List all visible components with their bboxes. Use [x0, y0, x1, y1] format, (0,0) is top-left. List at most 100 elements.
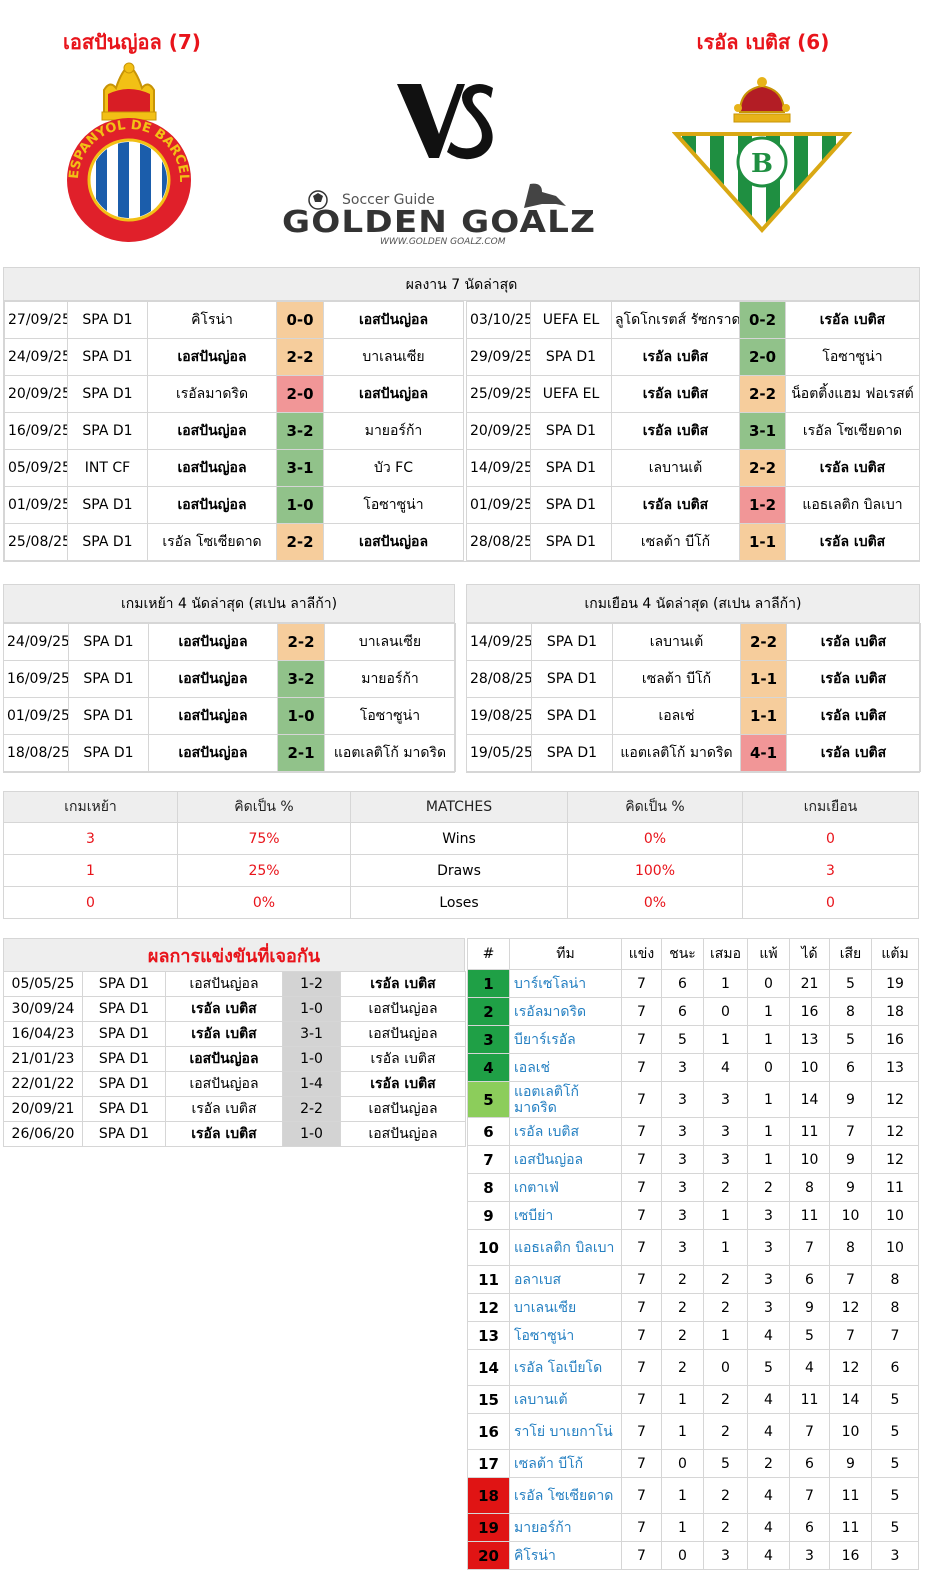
standings-team-link[interactable]: คิโรน่า	[509, 1541, 622, 1570]
away-team[interactable]: เรอัล เบติส	[340, 1071, 466, 1097]
home-team[interactable]: เอสปันญ่อล	[147, 486, 277, 524]
home-team[interactable]: เอสปันญ่อล	[148, 660, 278, 698]
away-team[interactable]: เอสปันญ่อล	[340, 1096, 466, 1122]
stats-header-home-pct: คิดเป็น %	[177, 791, 351, 823]
standings-team-link[interactable]: บาเลนเซีย	[509, 1293, 622, 1322]
standings-drawn: 2	[703, 1293, 748, 1322]
away-team[interactable]: บาเลนเซีย	[323, 338, 464, 376]
away-team[interactable]: เอสปันญ่อล	[323, 301, 464, 339]
match-row: 03/10/25 UEFA EL ลูโดโกเรตส์ รัซกราด 0-2 เรอ…	[466, 301, 920, 339]
home-team[interactable]: คิโรน่า	[147, 301, 277, 339]
home-team[interactable]: เลบานเต้	[612, 623, 741, 661]
home-team[interactable]: เซลต้า บีโก้	[611, 523, 740, 561]
standings-row: 5 แอตเลติโก้ มาดริด 7 3 3 1 14 9 12	[467, 1081, 919, 1118]
standings-points: 8	[871, 1265, 919, 1294]
away-team[interactable]: เอสปันญ่อล	[323, 523, 464, 561]
away-team[interactable]: เรอัล เบติส	[786, 734, 921, 772]
home-team[interactable]: เอสปันญ่อล	[165, 1046, 283, 1072]
away-team[interactable]: แอธเลติก บิลเบา	[785, 486, 920, 524]
home-team[interactable]: เอสปันญ่อล	[147, 338, 277, 376]
standings-header-team: ทีม	[509, 938, 622, 970]
standings-team-link[interactable]: เอสปันญ่อล	[509, 1145, 622, 1174]
away-team[interactable]: เรอัล เบติส	[785, 449, 920, 487]
away-team[interactable]: เรอัล เบติส	[340, 971, 466, 997]
away-team[interactable]: เอสปันญ่อล	[340, 996, 466, 1022]
match-date: 26/06/20	[3, 1121, 83, 1147]
standings-team-link[interactable]: แอตเลติโก้ มาดริด	[509, 1081, 622, 1118]
match-score: 0-2	[739, 301, 786, 339]
standings-team-link[interactable]: โอซาซูน่า	[509, 1321, 622, 1350]
home-team[interactable]: เอลเช่	[612, 697, 741, 735]
home-team[interactable]: เรอัล เบติส	[165, 1096, 283, 1122]
away-team[interactable]: น็อตติ้งแฮม ฟอเรสต์	[785, 375, 920, 413]
standings-goals-against: 6	[829, 1053, 872, 1082]
standings-rank: 18	[467, 1477, 510, 1514]
standings-team-link[interactable]: ราโย่ บาเยกาโน่	[509, 1413, 622, 1450]
away-team[interactable]: เรอัล เบติส	[786, 697, 921, 735]
match-row: 18/08/25 SPA D1 เอสปันญ่อล 2-1 แอตเลติโก้ มา…	[3, 734, 456, 772]
match-competition: SPA D1	[82, 1121, 166, 1147]
standings-team-link[interactable]: เซลต้า บีโก้	[509, 1449, 622, 1478]
home-team[interactable]: เรอัล เบติส	[611, 486, 740, 524]
away-team[interactable]: โอซาซูน่า	[323, 486, 464, 524]
away-team[interactable]: เรอัล เบติส	[785, 523, 920, 561]
home-team[interactable]: เอสปันญ่อล	[165, 1071, 283, 1097]
standings-team-link[interactable]: เรอัลมาดริด	[509, 997, 622, 1026]
away-team[interactable]: เรอัล โซเซียดาด	[785, 412, 920, 450]
standings-team-link[interactable]: เซบีย่า	[509, 1201, 622, 1230]
standings-team-link[interactable]: เลบานเต้	[509, 1385, 622, 1414]
home-team[interactable]: เซลต้า บีโก้	[612, 660, 741, 698]
home-team[interactable]: เรอัล เบติส	[611, 338, 740, 376]
home-team[interactable]: ลูโดโกเรตส์ รัซกราด	[611, 301, 740, 339]
away-team[interactable]: มายอร์ก้า	[324, 660, 456, 698]
away-team[interactable]: บัว FC	[323, 449, 464, 487]
standings-goals-against: 5	[829, 969, 872, 998]
standings-rank: 7	[467, 1145, 510, 1174]
standings-team-link[interactable]: บียาร์เรอัล	[509, 1025, 622, 1054]
standings-team-link[interactable]: มายอร์ก้า	[509, 1513, 622, 1542]
standings-rank: 13	[467, 1321, 510, 1350]
away-team[interactable]: บาเลนเซีย	[324, 623, 456, 661]
away-team[interactable]: เรอัล เบติส	[340, 1046, 466, 1072]
away-team[interactable]: โอซาซูน่า	[785, 338, 920, 376]
away-team[interactable]: แอตเลติโก้ มาดริด	[324, 734, 456, 772]
standings-won: 3	[661, 1117, 704, 1146]
home-team[interactable]: เรอัล เบติส	[611, 375, 740, 413]
standings-won: 3	[661, 1201, 704, 1230]
home-team[interactable]: เอสปันญ่อล	[148, 734, 278, 772]
home-team[interactable]: เรอัล โซเซียดาด	[147, 523, 277, 561]
standings-team-link[interactable]: บาร์เซโลน่า	[509, 969, 622, 998]
standings-points: 5	[871, 1449, 919, 1478]
standings-team-link[interactable]: เรอัล เบติส	[509, 1117, 622, 1146]
home-team[interactable]: เรอัล เบติส	[165, 1121, 283, 1147]
home-team[interactable]: เอสปันญ่อล	[147, 412, 277, 450]
match-competition: INT CF	[67, 449, 148, 487]
away-team[interactable]: เรอัล เบติส	[786, 623, 921, 661]
standings-team-link[interactable]: เรอัล โอเบียโด	[509, 1349, 622, 1386]
away-team[interactable]: เอสปันญ่อล	[340, 1121, 466, 1147]
match-competition: SPA D1	[82, 1096, 166, 1122]
home-team[interactable]: เอสปันญ่อล	[148, 623, 278, 661]
away-team[interactable]: เรอัล เบติส	[785, 301, 920, 339]
standings-team-link[interactable]: เอลเช่	[509, 1053, 622, 1082]
away-team[interactable]: เรอัล เบติส	[786, 660, 921, 698]
home-team[interactable]: แอตเลติโก้ มาดริด	[612, 734, 741, 772]
home-team[interactable]: เรอัล เบติส	[165, 996, 283, 1022]
standings-team-link[interactable]: เรอัล โซเซียดาด	[509, 1477, 622, 1514]
home-team[interactable]: เอสปันญ่อล	[165, 971, 283, 997]
home-team[interactable]: เลบานเต้	[611, 449, 740, 487]
match-row: 14/09/25 SPA D1 เลบานเต้ 2-2 เรอัล เบติส	[466, 623, 921, 661]
standings-team-link[interactable]: แอธเลติก บิลเบา	[509, 1229, 622, 1266]
standings-team-link[interactable]: เกตาเฟ่	[509, 1173, 622, 1202]
stats-label: Draws	[350, 854, 568, 887]
home-team[interactable]: เรอัล เบติส	[165, 1021, 283, 1047]
home-team[interactable]: เรอัลมาดริด	[147, 375, 277, 413]
standings-team-link[interactable]: อลาเบส	[509, 1265, 622, 1294]
away-team[interactable]: เอสปันญ่อล	[323, 375, 464, 413]
away-team[interactable]: มายอร์ก้า	[323, 412, 464, 450]
home-team[interactable]: เอสปันญ่อล	[148, 697, 278, 735]
home-team[interactable]: เอสปันญ่อล	[147, 449, 277, 487]
away-team[interactable]: โอซาซูน่า	[324, 697, 456, 735]
home-team[interactable]: เรอัล เบติส	[611, 412, 740, 450]
away-team[interactable]: เอสปันญ่อล	[340, 1021, 466, 1047]
